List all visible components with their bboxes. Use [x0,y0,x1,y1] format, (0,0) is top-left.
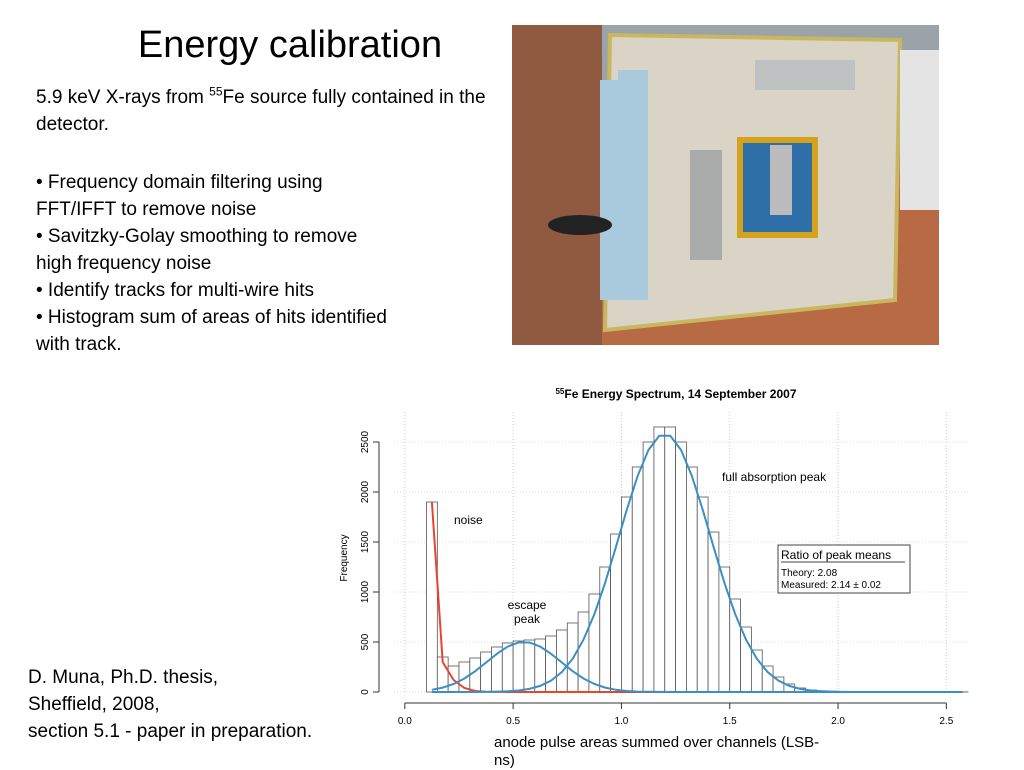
bar [556,630,567,692]
annotation: escape [508,598,547,612]
y-tick-label: 2000 [360,480,371,503]
y-tick-label: 0 [360,689,371,695]
bar [632,467,643,692]
chart-title: 55Fe Energy Spectrum, 14 September 2007 [555,387,796,401]
chart-title-text: Fe Energy Spectrum, 14 September 2007 [564,387,796,401]
bar [654,427,665,692]
bar [741,627,752,692]
legend-line: Theory: 2.08 [781,568,838,579]
y-tick-label: 2500 [360,430,371,453]
y-tick-label: 1500 [360,530,371,553]
y-tick-label: 1000 [360,580,371,603]
x-tick-label: 1.5 [723,716,737,727]
bar [665,427,676,692]
legend-line: Measured: 2.14 ± 0.02 [781,580,881,591]
x-tick-label: 0.5 [506,716,520,727]
bar [762,666,773,692]
photo [512,25,939,345]
bar [426,502,437,692]
legend-heading: Ratio of peak means [781,548,891,562]
annotation: peak [514,612,541,626]
bar [502,643,513,692]
bar [589,594,600,692]
bar [676,442,687,692]
x-tick-label: 0.0 [398,716,412,727]
y-tick-label: 500 [360,633,371,650]
x-tick-label: 2.0 [831,716,845,727]
bar [470,658,481,692]
bar [643,442,654,692]
bar [481,652,492,692]
bar [524,640,535,692]
bar [513,641,524,692]
annotation: noise [454,513,483,527]
bar [773,677,784,692]
bar [697,497,708,692]
y-axis-label: Frequency [339,534,350,581]
annotation: full absorption peak [722,470,827,484]
x-tick-label: 2.5 [939,716,953,727]
x-tick-label: 1.0 [614,716,628,727]
bar [719,567,730,692]
bar [686,467,697,692]
bar [751,650,762,692]
bar [621,497,632,692]
bar [600,567,611,692]
